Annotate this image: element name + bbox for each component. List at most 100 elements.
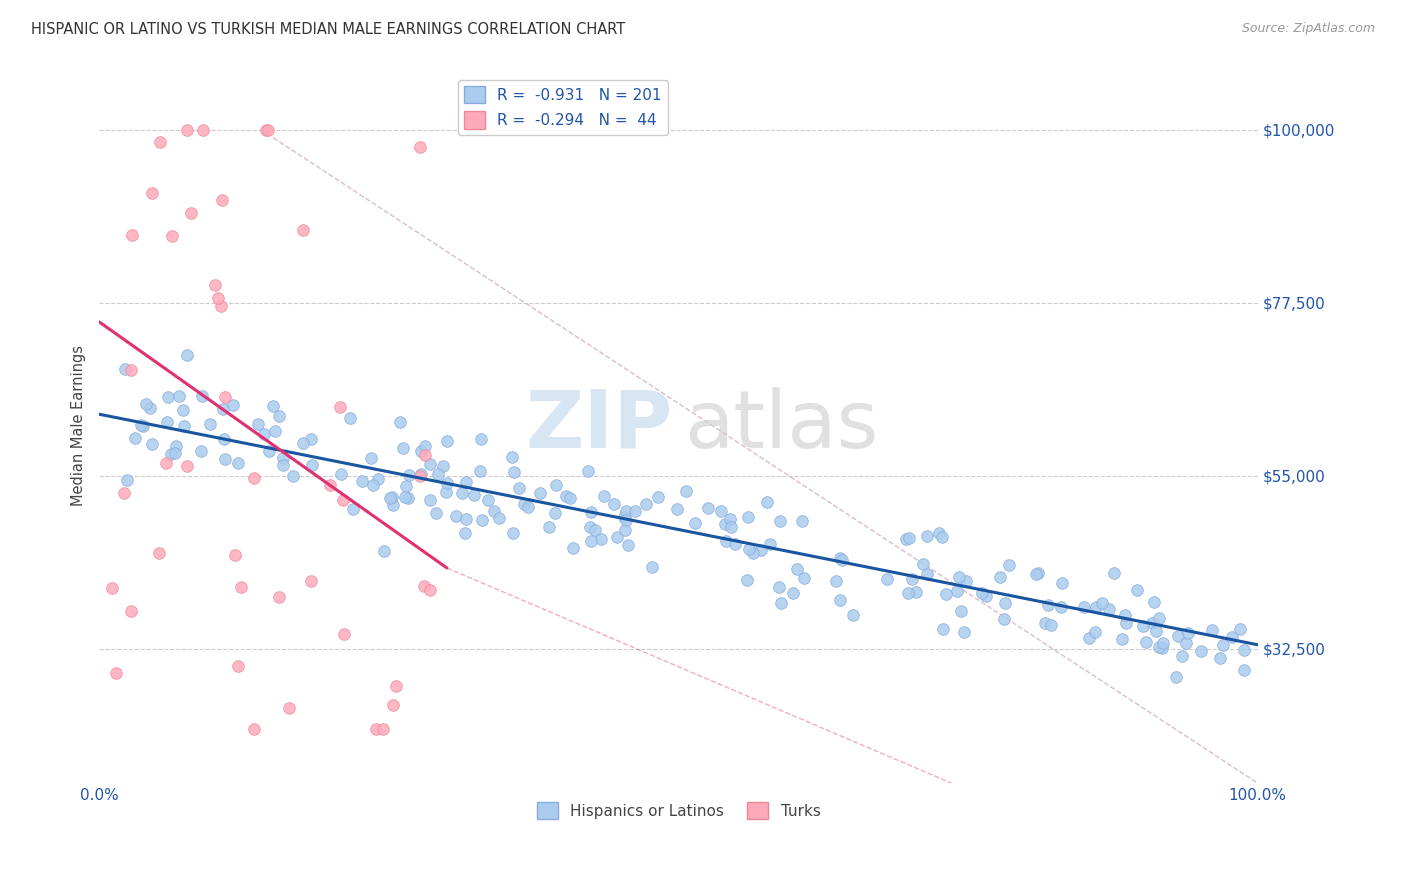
Point <box>468 464 491 478</box>
Point <box>190 443 212 458</box>
Point <box>831 552 853 566</box>
Point <box>756 495 779 509</box>
Point <box>176 123 198 137</box>
Point <box>508 481 530 495</box>
Point <box>228 456 250 470</box>
Point <box>176 349 198 363</box>
Point <box>932 622 955 636</box>
Point <box>1078 632 1101 646</box>
Point <box>254 123 277 137</box>
Point <box>1084 624 1107 639</box>
Point <box>415 439 437 453</box>
Point <box>264 424 287 438</box>
Point <box>398 468 420 483</box>
Point <box>419 492 441 507</box>
Point <box>828 551 851 566</box>
Point <box>641 559 664 574</box>
Point <box>613 523 636 537</box>
Point <box>1126 583 1149 598</box>
Point <box>792 514 814 528</box>
Point <box>502 525 524 540</box>
Point <box>593 489 616 503</box>
Point <box>516 500 538 515</box>
Point <box>1040 618 1063 632</box>
Point <box>685 516 707 530</box>
Point <box>911 558 934 572</box>
Point <box>180 206 202 220</box>
Point <box>544 478 567 492</box>
Point <box>1147 610 1170 624</box>
Point <box>209 299 232 313</box>
Point <box>614 504 637 518</box>
Point <box>1104 566 1126 580</box>
Point <box>759 537 782 551</box>
Point <box>769 596 792 610</box>
Point <box>751 543 773 558</box>
Point <box>214 390 236 404</box>
Point <box>291 435 314 450</box>
Point <box>501 450 523 465</box>
Point <box>156 390 179 404</box>
Point <box>488 511 510 525</box>
Point <box>361 477 384 491</box>
Point <box>389 416 412 430</box>
Point <box>1233 643 1256 657</box>
Point <box>253 427 276 442</box>
Point <box>952 624 974 639</box>
Point <box>350 474 373 488</box>
Point <box>1091 596 1114 610</box>
Point <box>394 490 416 504</box>
Point <box>782 586 804 600</box>
Point <box>576 465 599 479</box>
Point <box>1036 598 1059 612</box>
Point <box>502 465 524 479</box>
Point <box>419 582 441 597</box>
Point <box>935 587 957 601</box>
Legend: Hispanics or Latinos, Turks: Hispanics or Latinos, Turks <box>530 796 827 825</box>
Point <box>427 467 450 481</box>
Point <box>1140 615 1163 630</box>
Point <box>928 526 950 541</box>
Point <box>1201 623 1223 637</box>
Point <box>1222 630 1244 644</box>
Point <box>768 580 790 594</box>
Point <box>477 493 499 508</box>
Point <box>463 488 485 502</box>
Point <box>121 227 143 242</box>
Point <box>141 437 163 451</box>
Point <box>917 528 939 542</box>
Point <box>434 484 457 499</box>
Point <box>271 458 294 473</box>
Point <box>897 531 920 545</box>
Point <box>222 398 245 412</box>
Point <box>1143 595 1166 609</box>
Point <box>419 457 441 471</box>
Point <box>562 541 585 555</box>
Point <box>1189 644 1212 658</box>
Point <box>1114 608 1136 623</box>
Point <box>104 666 127 681</box>
Point <box>212 432 235 446</box>
Point <box>606 530 628 544</box>
Point <box>395 479 418 493</box>
Point <box>191 123 214 137</box>
Text: ZIP: ZIP <box>526 387 672 465</box>
Point <box>411 467 433 481</box>
Point <box>366 723 388 737</box>
Point <box>1170 649 1192 664</box>
Point <box>139 401 162 415</box>
Point <box>1135 634 1157 648</box>
Point <box>378 491 401 505</box>
Point <box>114 361 136 376</box>
Point <box>793 571 815 585</box>
Point <box>373 544 395 558</box>
Point <box>436 476 458 491</box>
Point <box>841 607 863 622</box>
Point <box>167 389 190 403</box>
Point <box>124 431 146 445</box>
Point <box>1084 600 1107 615</box>
Point <box>409 469 432 483</box>
Point <box>931 530 953 544</box>
Point <box>212 401 235 416</box>
Point <box>724 537 747 551</box>
